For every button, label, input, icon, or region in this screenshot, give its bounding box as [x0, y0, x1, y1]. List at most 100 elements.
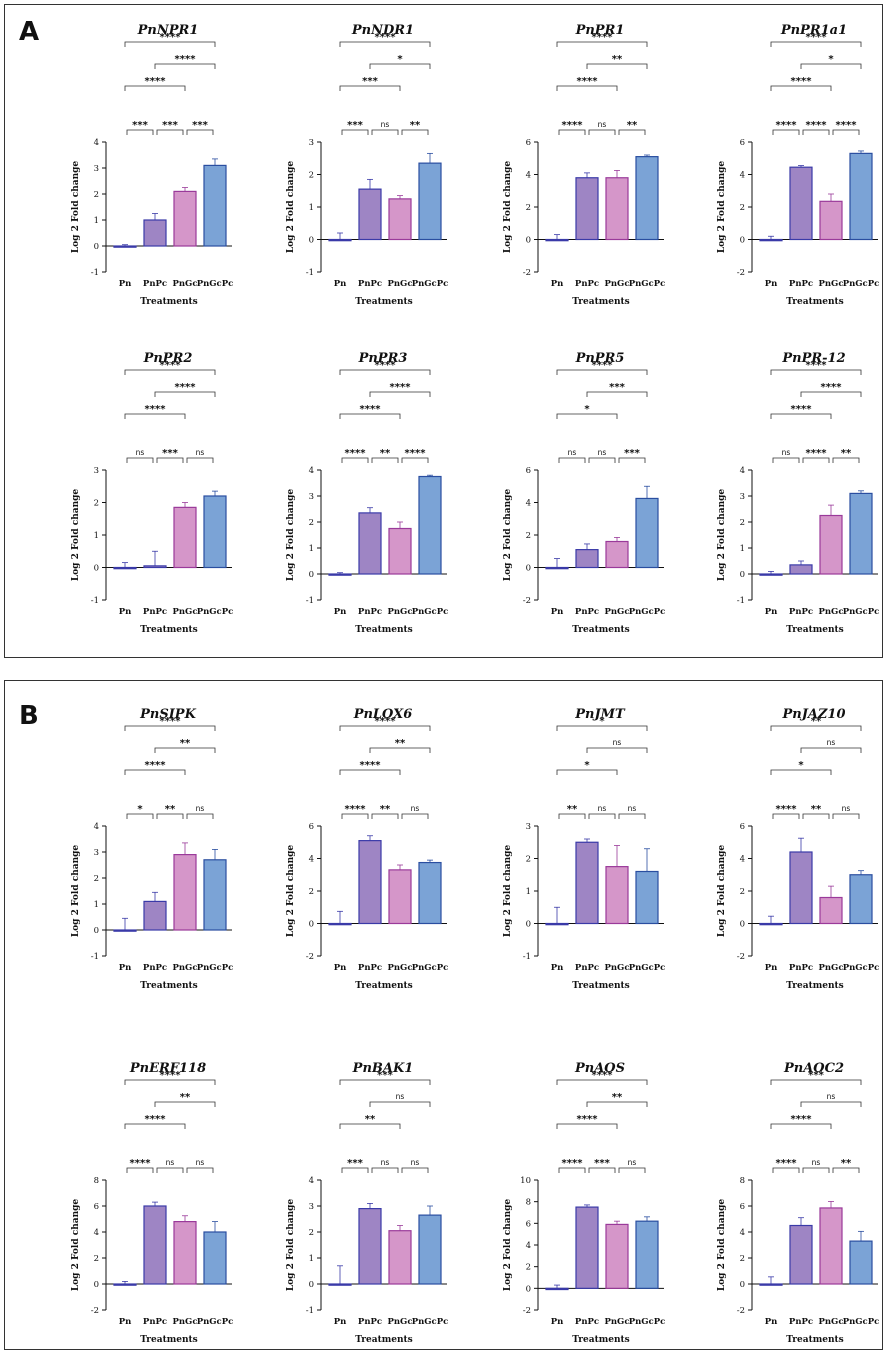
y-tick-label: 0 [94, 242, 99, 252]
significance-bracket [558, 129, 586, 135]
y-tick-label: 4 [740, 171, 745, 181]
significance-bracket [341, 1167, 369, 1173]
significance-label: **** [160, 360, 182, 371]
x-tick-label: PnGcPc [197, 963, 234, 973]
significance-label: **** [791, 404, 813, 415]
y-axis-label: Log 2 Fold change [286, 1199, 296, 1292]
y-tick-label: -2 [737, 952, 745, 962]
y-tick-label: -1 [523, 952, 531, 962]
y-tick-label: 2 [740, 1254, 745, 1264]
y-tick-label: 6 [526, 138, 531, 148]
significance-label: **** [160, 1070, 182, 1081]
y-tick-label: 10 [520, 1176, 531, 1186]
x-tick-label: Pn [119, 1317, 132, 1327]
y-tick-label: 1 [526, 887, 531, 897]
bar-pnpc [575, 841, 599, 925]
significance-bracket [154, 391, 216, 397]
significance-label: ** [180, 738, 191, 749]
significance-bracket [154, 747, 216, 753]
bar-pngcpc [635, 1220, 659, 1289]
significance-bracket [339, 41, 431, 47]
significance-label: *** [624, 448, 640, 459]
bar-pn [545, 1287, 569, 1291]
y-tick-label: 2 [526, 531, 531, 541]
significance-label: **** [145, 404, 167, 415]
significance-label: ns [568, 448, 577, 457]
x-tick-label: PnGcPc [629, 1317, 666, 1327]
bar-pnpc [143, 219, 167, 247]
x-tick-label: PnGc [387, 607, 412, 617]
bar-pn [113, 1283, 137, 1286]
y-tick-label: 4 [309, 1176, 314, 1186]
y-tick-label: -1 [91, 596, 99, 606]
significance-label: **** [592, 1070, 614, 1081]
y-tick-label: 1 [309, 1254, 314, 1264]
significance-label: **** [375, 716, 397, 727]
y-tick-label: -2 [523, 1306, 531, 1316]
significance-bracket [800, 391, 862, 397]
significance-bracket [186, 813, 214, 819]
y-tick-label: 0 [526, 564, 531, 574]
y-axis-label: Log 2 Fold change [286, 845, 296, 938]
x-tick-label: Pn [119, 963, 132, 973]
significance-label: **** [130, 1158, 152, 1169]
bar-pngcpc [418, 1214, 442, 1285]
significance-label: ** [612, 54, 623, 65]
significance-label: ns [381, 1158, 390, 1167]
x-axis-label: Treatments [786, 625, 844, 635]
bar-pngcpc [849, 492, 873, 575]
significance-bracket [371, 1167, 399, 1173]
y-tick-label: 0 [94, 564, 99, 574]
significance-bracket [124, 1079, 216, 1085]
significance-bracket [832, 1167, 860, 1173]
significance-bracket [124, 769, 186, 775]
significance-bracket [124, 85, 186, 91]
significance-label: * [584, 404, 590, 415]
panel-a: A [4, 4, 883, 658]
significance-bracket [772, 129, 800, 135]
significance-label: ns [196, 804, 205, 813]
chart-title: PnERF118 [129, 1061, 206, 1076]
significance-label: **** [562, 120, 584, 131]
y-axis-label: Log 2 Fold change [717, 1199, 727, 1292]
x-tick-label: PnPc [143, 607, 167, 617]
chart-pnaos: PnAOS -2 0 2 4 6 8 10 Pn PnPc PnGc PnGcPc Treatments… [503, 1061, 665, 1345]
y-tick-label: 3 [94, 466, 99, 476]
y-tick-label: 3 [94, 164, 99, 174]
bar-pngc [605, 177, 629, 241]
chart-pnerf118: PnERF118 -2 0 2 4 6 8 Pn PnPc PnGc PnGcPc Treatment… [71, 1061, 233, 1345]
x-axis-label: Treatments [786, 297, 844, 307]
bar-pngc [819, 200, 843, 241]
x-tick-label: Pn [765, 279, 778, 289]
significance-bracket [586, 1101, 648, 1107]
chart-pnpr5: PnPR5 -2 0 2 4 6 Pn PnPc PnGc PnGcPc Treatments Log… [503, 351, 665, 635]
y-tick-label: 6 [94, 1202, 99, 1212]
x-axis-label: Treatments [140, 1335, 198, 1345]
y-axis-label: Log 2 Fold change [503, 845, 513, 938]
significance-bracket [401, 457, 429, 463]
significance-bracket [156, 813, 184, 819]
y-tick-label: 2 [740, 518, 745, 528]
x-tick-label: PnGc [604, 279, 629, 289]
significance-bracket [341, 813, 369, 819]
bar-pn [545, 922, 569, 926]
significance-label: ** [395, 738, 406, 749]
y-tick-label: 2 [94, 190, 99, 200]
bar-pngcpc [849, 1240, 873, 1285]
significance-bracket [772, 457, 800, 463]
significance-label: ** [811, 716, 822, 727]
y-tick-label: 0 [526, 920, 531, 930]
significance-label: **** [390, 382, 412, 393]
significance-label: **** [776, 1158, 798, 1169]
significance-bracket [556, 413, 618, 419]
significance-bracket [802, 1167, 830, 1173]
y-tick-label: 2 [309, 518, 314, 528]
bar-pngcpc [418, 475, 442, 575]
y-tick-label: 0 [309, 570, 314, 580]
y-tick-label: 4 [94, 138, 99, 148]
chart-pnpr-12: PnPR-12 -1 0 1 2 3 4 Pn PnPc PnGc PnGcPc Treatments… [717, 351, 879, 635]
significance-bracket [126, 129, 154, 135]
significance-bracket [186, 457, 214, 463]
chart-pnpr3: PnPR3 -1 0 1 2 3 4 Pn PnPc PnGc PnGcPc Treatments Lo… [286, 351, 448, 635]
bar-pnpc [143, 565, 167, 569]
